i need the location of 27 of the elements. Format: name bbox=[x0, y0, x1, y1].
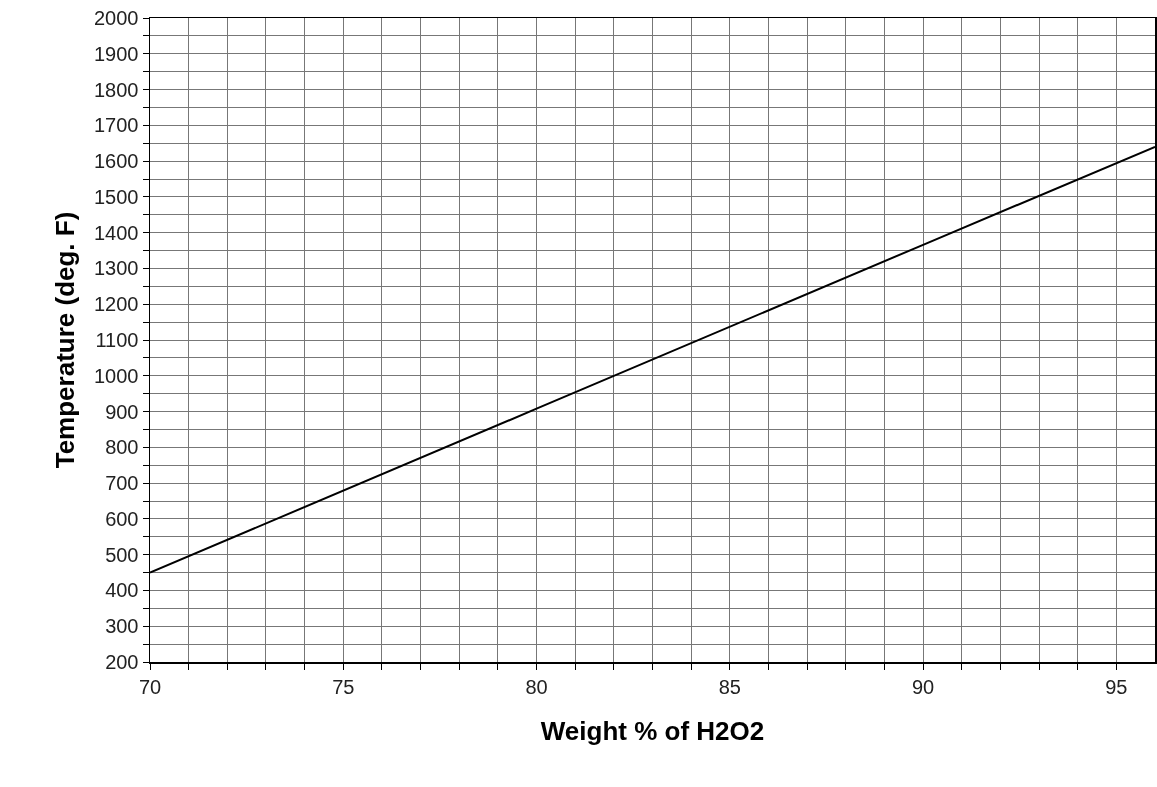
y-tick-label: 500 bbox=[105, 543, 139, 566]
x-tick-label: 75 bbox=[332, 675, 355, 698]
y-tick-label: 200 bbox=[105, 651, 139, 673]
y-tick-label: 400 bbox=[105, 579, 139, 602]
y-tick-label: 1600 bbox=[94, 150, 139, 173]
y-tick-label: 1000 bbox=[94, 364, 139, 387]
x-tick-label: 85 bbox=[718, 675, 741, 698]
y-tick-label: 1400 bbox=[94, 221, 139, 244]
y-tick-label: 700 bbox=[105, 472, 139, 495]
x-tick-label: 95 bbox=[1105, 675, 1128, 698]
x-tick-label: 80 bbox=[525, 675, 548, 698]
y-tick-label: 1200 bbox=[94, 293, 139, 316]
y-tick-label: 800 bbox=[105, 436, 139, 459]
y-tick-label: 600 bbox=[105, 507, 139, 530]
y-tick-label: 1800 bbox=[94, 78, 139, 101]
y-tick-label: 300 bbox=[105, 615, 139, 638]
y-tick-label: 1900 bbox=[94, 42, 139, 65]
y-tick-label: 900 bbox=[105, 400, 139, 423]
x-tick-label: 90 bbox=[911, 675, 935, 698]
y-axis-title: Temperature (deg. F) bbox=[49, 211, 80, 469]
y-tick-label: 1300 bbox=[94, 257, 139, 280]
x-axis-title: Weight % of H2O2 bbox=[540, 715, 765, 746]
y-tick-label: 1700 bbox=[94, 114, 139, 137]
y-tick-label: 1100 bbox=[95, 329, 139, 351]
y-tick-label: 1500 bbox=[94, 185, 139, 208]
x-tick-label: 70 bbox=[138, 675, 162, 698]
y-tick-label: 2000 bbox=[94, 7, 139, 29]
